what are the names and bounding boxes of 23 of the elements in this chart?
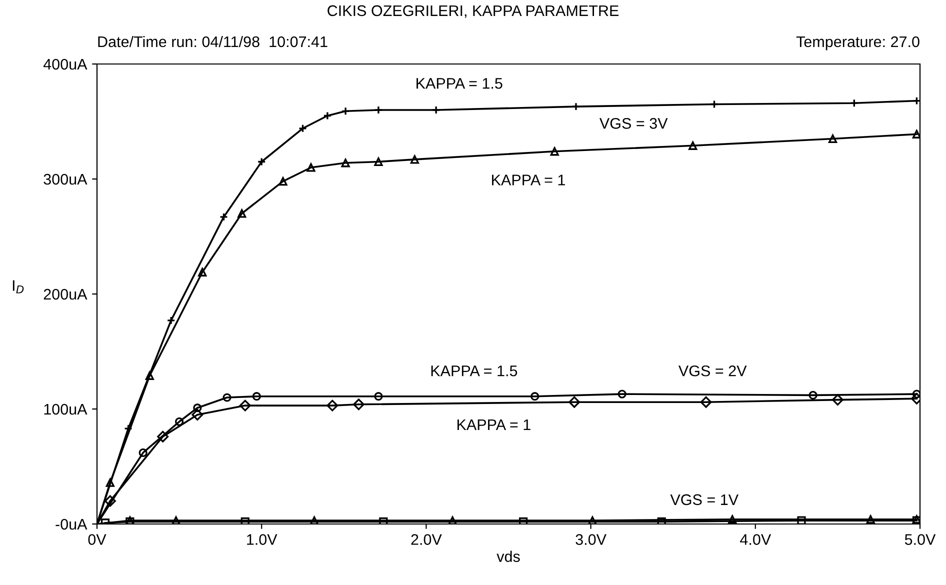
text: Temperature: 27.0 — [796, 36, 920, 50]
x-tick-label: 1.0V — [247, 534, 278, 545]
x-tick-label: 4.0V — [740, 534, 772, 545]
annotation: KAPPA = 1.5 — [431, 366, 518, 376]
annotation: VGS = 3V — [599, 118, 668, 129]
x-tick-label: 2.0V — [411, 534, 442, 545]
annotation: KAPPA = 1 — [457, 419, 530, 430]
annotation: KAPPA = 1.5 — [416, 78, 502, 89]
y-tick-label: -0uA — [56, 518, 88, 530]
text: Date/Time run: 04/11/98 10:07:41 — [98, 36, 328, 48]
annotation: KAPPA = 1 — [492, 174, 565, 186]
annotation: VGS = 1V — [670, 494, 738, 506]
y-tick-label: 400uA — [43, 58, 88, 70]
x-tick-label: 5.0V — [904, 534, 936, 545]
y-tick-label: 300uA — [44, 174, 88, 185]
y-tick-label: 100uA — [44, 404, 88, 415]
x-axis-title: vds — [496, 550, 520, 562]
y-tick-label: 200uA — [44, 288, 88, 300]
x-tick-label: 3.0V — [576, 534, 606, 545]
x-tick-label: 0V — [88, 534, 106, 545]
annotation: VGS = 2V — [678, 365, 747, 376]
chart-title: CIKIS OZEGRILERI, KAPPA PARAMETRE — [328, 5, 619, 18]
y-axis-title: I$_{D}$ — [12, 280, 24, 294]
